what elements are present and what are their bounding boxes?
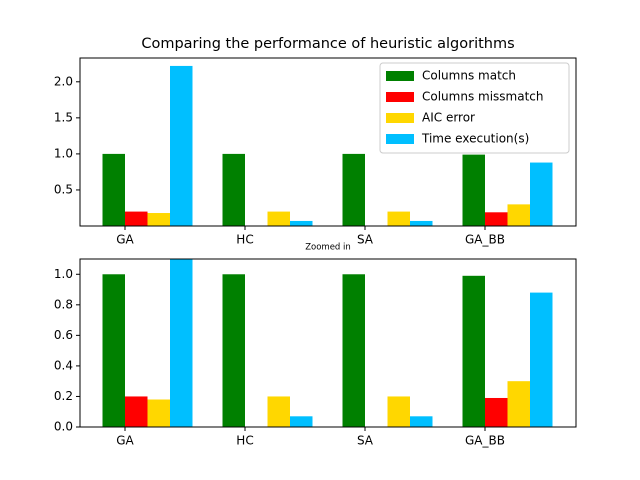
bar — [387, 396, 410, 427]
bar — [410, 220, 433, 226]
x-tick-label: GA_BB — [465, 434, 505, 448]
bar — [485, 212, 508, 226]
legend-swatch — [386, 113, 414, 123]
x-tick-label: GA — [116, 434, 134, 448]
bar — [222, 274, 245, 427]
plot-area — [102, 65, 553, 226]
y-tick-label: 0.8 — [54, 297, 73, 311]
legend-box — [379, 62, 570, 154]
bar — [530, 292, 553, 427]
bar — [342, 274, 365, 427]
plot-area — [102, 259, 553, 427]
bar — [170, 259, 193, 427]
bar — [387, 211, 410, 226]
bar — [507, 381, 530, 427]
bar — [125, 396, 148, 427]
bar — [530, 162, 553, 226]
x-tick-label: GA — [116, 233, 134, 247]
bar — [147, 399, 170, 427]
x-tick-label: GA_BB — [465, 233, 505, 247]
bar — [410, 416, 433, 427]
chart-title: Comparing the performance of heuristic a… — [141, 36, 514, 52]
bar — [102, 274, 125, 427]
bar — [267, 211, 290, 226]
legend-label: Columns match — [422, 69, 516, 83]
axes-frame — [79, 57, 577, 227]
x-tick-label: SA — [357, 434, 374, 448]
bar — [507, 204, 530, 226]
bar — [267, 396, 290, 427]
axes-frame — [79, 258, 577, 428]
legend-swatch — [386, 71, 414, 81]
legend-label: Time execution(s) — [421, 132, 529, 146]
bar — [102, 153, 125, 226]
y-tick-label: 0.5 — [54, 182, 73, 196]
y-tick-label: 0.0 — [54, 420, 73, 434]
y-tick-label: 0.2 — [54, 389, 73, 403]
bar — [485, 397, 508, 427]
x-tick-label: SA — [357, 233, 374, 247]
y-tick-label: 1.5 — [54, 110, 73, 124]
bar — [125, 211, 148, 226]
bar — [342, 153, 365, 226]
y-tick-label: 1.0 — [54, 267, 73, 281]
y-tick-label: 1.0 — [54, 146, 73, 160]
subplot-title: Zoomed in — [305, 243, 351, 253]
x-tick-label: HC — [236, 434, 253, 448]
y-tick-label: 0.6 — [54, 328, 73, 342]
x-tick-label: HC — [236, 233, 253, 247]
bar — [462, 154, 485, 226]
legend-label: AIC error — [422, 111, 475, 125]
legend-swatch — [386, 134, 414, 144]
legend-label: Columns missmatch — [422, 90, 544, 104]
bar — [290, 416, 313, 427]
y-tick-label: 0.4 — [54, 358, 73, 372]
bar — [462, 275, 485, 427]
legend-swatch — [386, 92, 414, 102]
bar — [170, 65, 193, 226]
y-tick-label: 2.0 — [54, 74, 73, 88]
bar — [147, 213, 170, 226]
bar — [290, 220, 313, 226]
bar — [222, 153, 245, 226]
